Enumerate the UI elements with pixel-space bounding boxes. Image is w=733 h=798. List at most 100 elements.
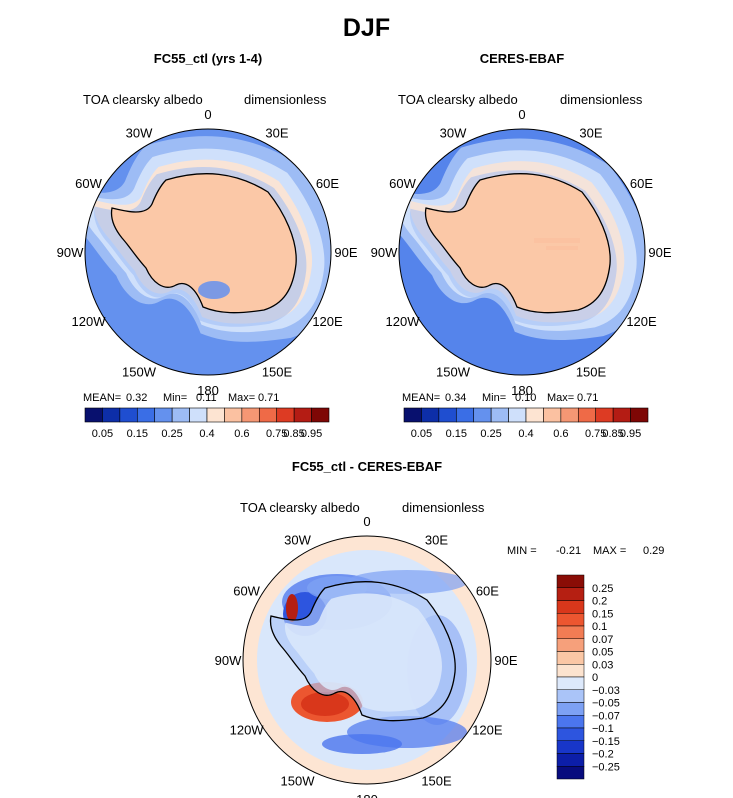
lon-label: 30W	[440, 126, 467, 141]
colorbar-label: 0.4	[199, 428, 214, 440]
lon-label: 60E	[316, 176, 339, 191]
panel-model-max-label: Max=	[228, 392, 255, 404]
lon-label: 90E	[648, 245, 671, 260]
colorbar-label: 0.03	[592, 659, 613, 671]
lon-label: 90W	[215, 653, 242, 668]
colorbar-label: −0.25	[592, 761, 620, 773]
lon-label: 90W	[57, 245, 84, 260]
colorbar-label: 0.25	[592, 583, 613, 595]
colorbar-swatch	[241, 407, 260, 423]
colorbar-label: −0.05	[592, 698, 620, 710]
colorbar-swatch	[276, 407, 295, 423]
panel-model-min-label: Min=	[163, 392, 187, 404]
panel-model-lon-labels: 0 30E 60E 90E 120E 150E 180 150W 120W 90W 60W 30W	[57, 107, 358, 398]
lon-label: 0	[204, 107, 211, 122]
colorbar-label: 0.75	[585, 428, 606, 440]
colorbar-label: 0.6	[234, 428, 249, 440]
colorbar-swatch	[556, 587, 585, 601]
lon-label: 30W	[126, 126, 153, 141]
colorbar-label: 0.15	[446, 428, 467, 440]
panel-diff-lon-labels: 0 30E 60E 90E 120E 150E 180 150W 120W 90W 60W 30W	[215, 514, 518, 798]
lon-label: 0	[363, 514, 370, 529]
colorbar-swatch	[258, 407, 278, 423]
lon-label: 180	[197, 383, 219, 398]
colorbar-swatch	[556, 574, 585, 588]
panel-obs-min-value: 0.10	[515, 392, 536, 404]
lon-label: 90W	[371, 245, 398, 260]
panel-model-map	[85, 129, 331, 375]
panel-obs-mean-value: 0.34	[445, 392, 466, 404]
panel-obs-map	[399, 129, 645, 375]
colorbar-swatch	[556, 702, 585, 716]
lon-label: 180	[356, 792, 378, 798]
colorbar-label: 0.25	[161, 428, 182, 440]
panel-obs: CERES-EBAF TOA clearsky albedo dimension…	[371, 51, 672, 440]
colorbar-swatch	[224, 407, 243, 423]
colorbar-swatch	[403, 407, 422, 423]
colorbar-swatch	[136, 407, 156, 423]
panel-model-max-value: 0.71	[258, 392, 279, 404]
lon-label: 60W	[233, 584, 260, 599]
colorbar-swatch	[556, 638, 585, 652]
colorbar-label: 0.85	[602, 428, 623, 440]
panel-diff-min-value: -0.21	[556, 545, 581, 557]
panel-obs-max-value: 0.71	[577, 392, 598, 404]
lon-label: 60W	[389, 176, 416, 191]
colorbar-label: 0.07	[592, 634, 613, 646]
panel-model-colorbar-labels: 0.05 0.15 0.25 0.4 0.6 0.750.850.95	[92, 428, 323, 440]
colorbar-swatch	[577, 407, 597, 423]
colorbar-swatch	[154, 407, 173, 423]
colorbar-label: 0.85	[283, 428, 304, 440]
panel-obs-units: dimensionless	[560, 92, 643, 107]
panel-obs-lon-labels: 0 30E 60E 90E 120E 150E 180 150W 120W 90W 60W 30W	[371, 107, 672, 398]
colorbar-swatch	[556, 613, 585, 627]
colorbar-label: 0.05	[592, 647, 613, 659]
colorbar-swatch	[556, 766, 585, 780]
colorbar-swatch	[293, 407, 312, 423]
colorbar-label: −0.15	[592, 736, 620, 748]
panel-model-variable: TOA clearsky albedo	[83, 92, 203, 107]
colorbar-label: −0.07	[592, 710, 620, 722]
panel-obs-colorbar-labels: 0.05 0.15 0.25 0.4 0.6 0.750.850.95	[411, 428, 642, 440]
colorbar-label: 0.1	[592, 621, 607, 633]
lon-label: 30E	[425, 533, 448, 548]
lon-label: 90E	[494, 653, 517, 668]
colorbar-swatch	[490, 407, 509, 423]
colorbar-label: −0.2	[592, 749, 614, 761]
panel-model-title: FC55_ctl (yrs 1-4)	[154, 51, 262, 66]
colorbar-label: 0.95	[620, 428, 641, 440]
lon-label: 150W	[122, 365, 157, 380]
panel-diff-min-label: MIN =	[507, 545, 537, 557]
panel-model-colorbar	[84, 407, 330, 423]
lon-label: 90E	[334, 245, 357, 260]
colorbar-swatch	[84, 407, 103, 423]
colorbar-swatch	[556, 600, 585, 614]
lon-label: 120W	[386, 314, 421, 329]
colorbar-swatch	[421, 407, 440, 423]
colorbar-label: 0.25	[480, 428, 501, 440]
panel-model-units: dimensionless	[244, 92, 327, 107]
lon-label: 150E	[262, 365, 293, 380]
lon-label: 0	[518, 107, 525, 122]
colorbar-swatch	[525, 407, 544, 423]
lon-label: 120E	[312, 314, 343, 329]
colorbar-swatch	[556, 625, 585, 639]
panel-obs-colorbar	[403, 407, 649, 423]
colorbar-swatch	[556, 676, 585, 690]
panel-model: FC55_ctl (yrs 1-4) TOA clearsky albedo d…	[57, 51, 358, 440]
lon-label: 30W	[284, 533, 311, 548]
panel-obs-title: CERES-EBAF	[480, 51, 565, 66]
panel-model-mean-label: MEAN=	[83, 392, 121, 404]
lon-label: 60W	[75, 176, 102, 191]
panel-diff: FC55_ctl - CERES-EBAF TOA clearsky albed…	[215, 459, 665, 798]
colorbar-swatch	[556, 740, 585, 754]
panel-obs-min-label: Min=	[482, 392, 506, 404]
lon-label: 180	[511, 383, 533, 398]
panel-diff-max-label: MAX =	[593, 545, 626, 557]
colorbar-swatch	[556, 651, 585, 665]
lon-label: 120W	[230, 723, 265, 738]
colorbar-label: 0.4	[518, 428, 533, 440]
colorbar-swatch	[508, 407, 527, 423]
colorbar-swatch	[102, 407, 121, 423]
panel-model-map-border	[84, 128, 332, 376]
